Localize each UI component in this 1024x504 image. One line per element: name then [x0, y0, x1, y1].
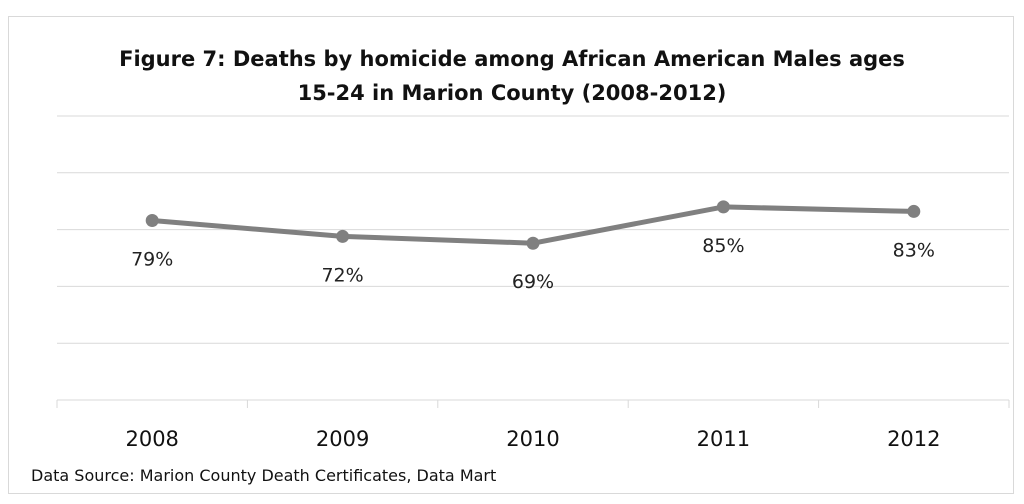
- data-point-2008: [145, 214, 159, 228]
- data-label-2009: 72%: [321, 264, 363, 286]
- chart-title-line-1: Figure 7: Deaths by homicide among Afric…: [119, 47, 905, 71]
- data-point-2009: [336, 229, 350, 243]
- x-tick-label-2009: 2009: [316, 427, 369, 451]
- data-label-2011: 85%: [702, 235, 744, 257]
- x-tick-label-2010: 2010: [506, 427, 559, 451]
- x-axis: 2008 2009 2010 2011 2012: [56, 399, 1010, 451]
- data-point-2011: [716, 200, 730, 214]
- chart-area: [8, 16, 1014, 494]
- chart-title-line-2: 15-24 in Marion County (2008-2012): [297, 81, 727, 105]
- data-source-note: Data Source: Marion County Death Certifi…: [31, 466, 497, 485]
- x-tick-label-2011: 2011: [697, 427, 750, 451]
- data-labels: 79% 72% 69% 85% 83%: [131, 235, 935, 293]
- chart-title: Figure 7: Deaths by homicide among Afric…: [0, 42, 1024, 110]
- series-homicide-rate: [145, 200, 921, 250]
- data-label-2010: 69%: [512, 271, 554, 293]
- data-point-2010: [526, 236, 540, 250]
- data-point-2012: [907, 204, 921, 218]
- x-tick-label-2008: 2008: [125, 427, 178, 451]
- data-label-2008: 79%: [131, 249, 173, 271]
- x-tick-label-2012: 2012: [887, 427, 940, 451]
- gridlines: [57, 115, 1009, 344]
- data-label-2012: 83%: [893, 239, 935, 261]
